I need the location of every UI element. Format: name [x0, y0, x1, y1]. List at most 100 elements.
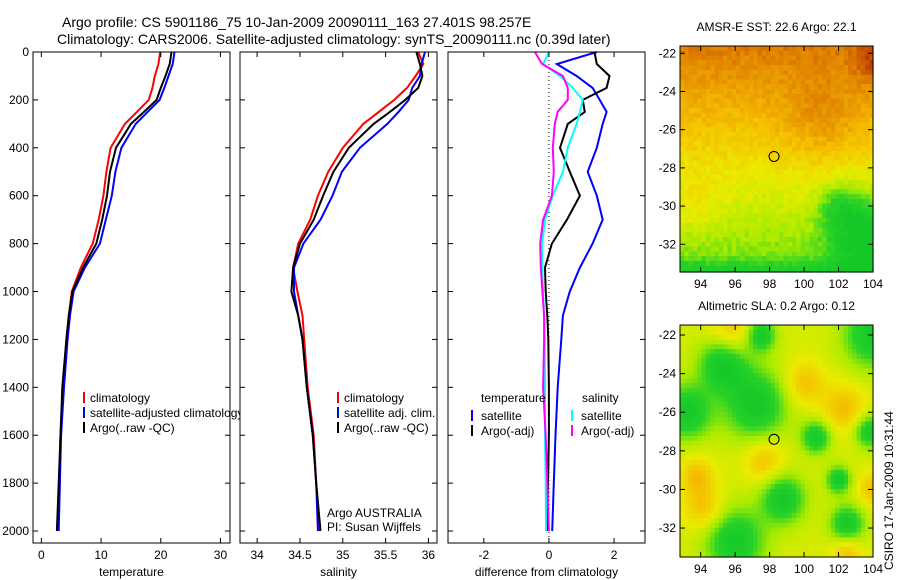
heatmap-cell	[796, 503, 802, 509]
heatmap-cell	[757, 55, 763, 61]
heatmap-cell	[744, 354, 750, 360]
heatmap-cell	[710, 334, 716, 341]
heatmap-cell	[766, 222, 772, 229]
heatmap-cell	[714, 103, 720, 109]
heatmap-cell	[796, 103, 802, 109]
heatmap-cell	[865, 122, 871, 128]
heatmap-cell	[697, 89, 703, 95]
heatmap-cell	[796, 382, 802, 389]
heatmap-cell	[714, 227, 720, 233]
heatmap-cell	[740, 170, 746, 176]
heatmap-cell	[826, 175, 832, 181]
heatmap-cell	[697, 151, 703, 157]
heatmap-cell	[692, 469, 698, 476]
heatmap-cell	[757, 368, 763, 374]
heatmap-cell	[710, 260, 716, 267]
heatmap-cell	[753, 256, 759, 262]
heatmap-cell	[839, 436, 845, 442]
heatmap-cell	[766, 402, 772, 408]
heatmap-cell	[731, 407, 737, 413]
heatmap-cell	[839, 60, 845, 66]
heatmap-cell	[761, 50, 767, 57]
heatmap-cell	[839, 256, 845, 262]
heatmap-cell	[809, 256, 815, 262]
heatmap-cell	[766, 373, 772, 379]
heatmap-cell	[783, 65, 789, 71]
heatmap-cell	[783, 136, 789, 143]
heatmap-cell	[787, 127, 793, 133]
heatmap-cell	[774, 194, 780, 200]
heatmap-cell	[710, 213, 716, 219]
heatmap-cell	[800, 489, 806, 495]
heatmap-cell	[783, 426, 789, 432]
heatmap-cell	[753, 532, 759, 538]
heatmap-cell	[692, 455, 698, 461]
heatmap-cell	[680, 518, 685, 524]
heatmap-cell	[852, 551, 858, 558]
heatmap-cell	[688, 79, 694, 85]
heatmap-cell	[740, 537, 746, 543]
heatmap-cell	[688, 460, 694, 466]
heatmap-cell	[692, 89, 698, 95]
heatmap-cell	[736, 232, 741, 238]
heatmap-cell	[744, 203, 750, 209]
heatmap-cell	[809, 474, 815, 480]
heatmap-cell	[839, 213, 845, 219]
heatmap-cell	[766, 440, 772, 447]
heatmap-cell	[869, 392, 874, 398]
heatmap-cell	[839, 203, 845, 209]
heatmap-cell	[835, 189, 840, 195]
heatmap-cell	[736, 117, 741, 123]
heatmap-cell	[705, 241, 711, 248]
heatmap-cell	[718, 194, 724, 200]
heatmap-cell	[753, 489, 759, 495]
heatmap-cell	[710, 122, 716, 128]
heatmap-cell	[800, 213, 806, 219]
heatmap-cell	[804, 358, 810, 365]
heatmap-cell	[740, 498, 746, 505]
heatmap-cell	[835, 127, 840, 133]
heatmap-cell	[809, 251, 815, 257]
heatmap-cell	[860, 69, 866, 76]
heatmap-cell	[830, 74, 836, 81]
heatmap-cell	[869, 450, 874, 456]
heatmap-cell	[783, 98, 789, 104]
heatmap-cell	[796, 246, 802, 252]
heatmap-cell	[684, 69, 690, 76]
heatmap-cell	[809, 392, 815, 398]
heatmap-cell	[774, 151, 780, 157]
heatmap-cell	[809, 65, 815, 71]
heatmap-cell	[770, 354, 776, 360]
heatmap-cell	[848, 498, 853, 505]
heatmap-cell	[774, 265, 780, 272]
heatmap-cell	[757, 551, 763, 558]
heatmap-cell	[839, 194, 845, 200]
y-tick-label: -22	[659, 46, 677, 60]
heatmap-cell	[835, 141, 840, 147]
heatmap-cell	[796, 194, 802, 200]
heatmap-cell	[740, 387, 746, 394]
heatmap-cell	[761, 392, 767, 398]
heatmap-cell	[787, 222, 793, 229]
heatmap-cell	[830, 155, 836, 162]
heatmap-cell	[740, 60, 746, 66]
heatmap-cell	[736, 203, 741, 209]
heatmap-cell	[809, 222, 815, 229]
heatmap-cell	[701, 532, 707, 538]
heatmap-cell	[783, 489, 789, 495]
heatmap-cell	[796, 464, 802, 471]
heatmap-cell	[774, 445, 780, 451]
heatmap-cell	[718, 69, 724, 76]
heatmap-cell	[723, 65, 728, 71]
heatmap-cell	[731, 141, 737, 147]
heatmap-cell	[856, 151, 862, 157]
heatmap-cell	[774, 260, 780, 267]
heatmap-cell	[792, 175, 797, 181]
heatmap-cell	[817, 127, 823, 133]
heatmap-cell	[736, 397, 741, 403]
heatmap-cell	[766, 411, 772, 418]
heatmap-cell	[839, 108, 845, 114]
heatmap-cell	[761, 132, 767, 138]
